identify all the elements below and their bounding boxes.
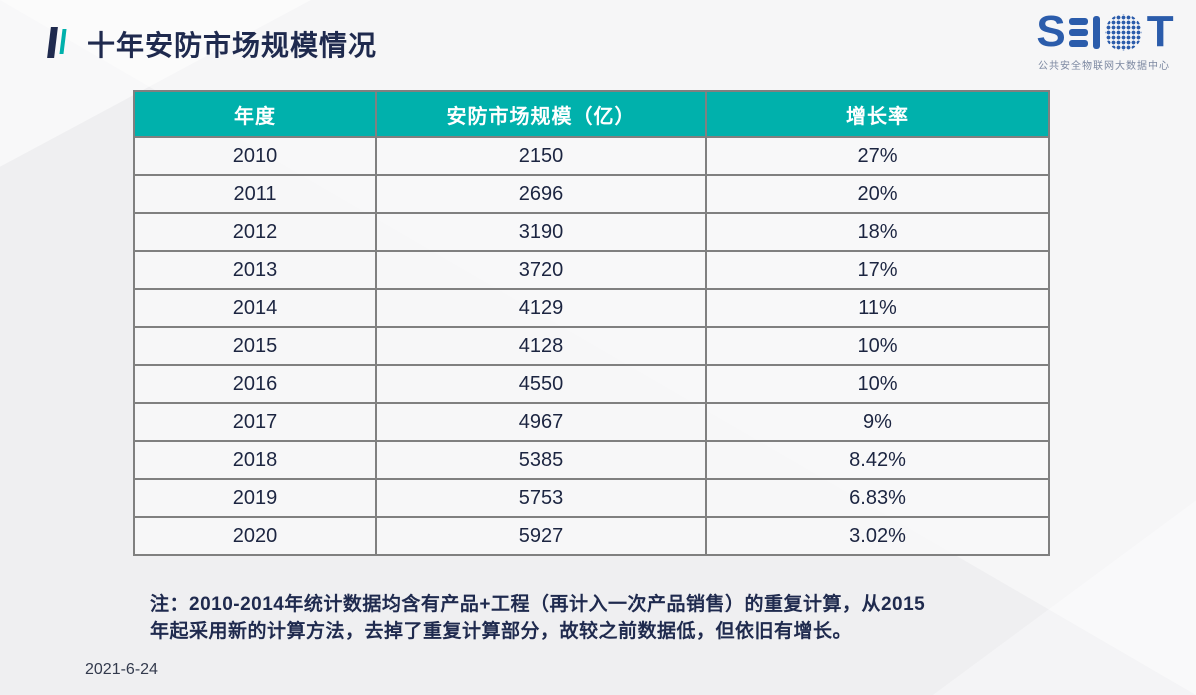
- growth-cell: 27%: [705, 136, 1050, 176]
- table-row: 2018 5385 8.42%: [133, 440, 1050, 480]
- scale-cell: 3720: [375, 250, 707, 290]
- seiot-logo: S T 公共安全物联网大数据中心: [1024, 10, 1184, 73]
- table-row: 2011 2696 20%: [133, 174, 1050, 214]
- table-row: 2014 4129 11%: [133, 288, 1050, 328]
- year-header: 年度: [133, 90, 377, 138]
- footnote-line1: 注：2010-2014年统计数据均含有产品+工程（再计入一次产品销售）的重复计算…: [150, 594, 926, 615]
- growth-cell: 10%: [705, 326, 1050, 366]
- table-row: 2015 4128 10%: [133, 326, 1050, 366]
- scale-cell: 3190: [375, 212, 707, 252]
- seiot-logo-wordmark: S T: [1024, 10, 1184, 54]
- table-body: 2010 2150 27% 2011 2696 20% 2012 3190 18% 2013 372…: [133, 136, 1050, 556]
- growth-cell: 10%: [705, 364, 1050, 404]
- table-row: 2010 2150 27%: [133, 136, 1050, 176]
- page-title: 十年安防市场规模情况: [87, 30, 378, 61]
- scale-cell: 4967: [375, 402, 707, 442]
- table-row: 2016 4550 10%: [133, 364, 1050, 404]
- year-cell: 2018: [133, 440, 377, 480]
- scale-cell: 2696: [375, 174, 707, 214]
- growth-cell: 11%: [705, 288, 1050, 328]
- title-mark-teal-bar: [59, 29, 67, 54]
- year-cell: 2010: [133, 136, 377, 176]
- year-cell: 2020: [133, 516, 377, 556]
- logo-globe-icon: [1104, 13, 1142, 51]
- scale-cell: 4128: [375, 326, 707, 366]
- logo-letter-s: S: [1036, 7, 1065, 56]
- year-cell: 2013: [133, 250, 377, 290]
- table-row: 2019 5753 6.83%: [133, 478, 1050, 518]
- year-cell: 2014: [133, 288, 377, 328]
- title-mark-navy-bar: [47, 27, 58, 58]
- scale-cell: 5753: [375, 478, 707, 518]
- scale-cell: 5385: [375, 440, 707, 480]
- growth-header: 增长率: [705, 90, 1050, 138]
- table-row: 2017 4967 9%: [133, 402, 1050, 442]
- footnote-line2: 年起采用新的计算方法，去掉了重复计算部分，故较之前数据低，但依旧有增长。: [150, 621, 853, 642]
- footnote: 注：2010-2014年统计数据均含有产品+工程（再计入一次产品销售）的重复计算…: [150, 591, 1040, 645]
- slide-date: 2021-6-24: [85, 661, 158, 678]
- scale-cell: 4129: [375, 288, 707, 328]
- year-cell: 2011: [133, 174, 377, 214]
- scale-cell: 4550: [375, 364, 707, 404]
- growth-cell: 8.42%: [705, 440, 1050, 480]
- scale-cell: 2150: [375, 136, 707, 176]
- year-cell: 2016: [133, 364, 377, 404]
- growth-cell: 6.83%: [705, 478, 1050, 518]
- year-cell: 2015: [133, 326, 377, 366]
- logo-caption: 公共安全物联网大数据中心: [1038, 61, 1170, 72]
- growth-cell: 17%: [705, 250, 1050, 290]
- scale-header: 安防市场规模（亿）: [375, 90, 707, 138]
- year-cell: 2019: [133, 478, 377, 518]
- table-row: 2013 3720 17%: [133, 250, 1050, 290]
- scale-cell: 5927: [375, 516, 707, 556]
- market-size-table: 年度 安防市场规模（亿） 增长率 2010 2150 27% 2011 2696 20% 201…: [133, 90, 1050, 556]
- logo-letter-i-bar: [1092, 15, 1100, 49]
- year-cell: 2017: [133, 402, 377, 442]
- table-row: 2012 3190 18%: [133, 212, 1050, 252]
- growth-cell: 20%: [705, 174, 1050, 214]
- growth-cell: 3.02%: [705, 516, 1050, 556]
- table-header-row: 年度 安防市场规模（亿） 增长率: [133, 90, 1050, 138]
- table-row: 2020 5927 3.02%: [133, 516, 1050, 556]
- growth-cell: 18%: [705, 212, 1050, 252]
- growth-cell: 9%: [705, 402, 1050, 442]
- logo-letter-e-bars: [1068, 17, 1088, 47]
- year-cell: 2012: [133, 212, 377, 252]
- logo-letter-t: T: [1146, 7, 1174, 56]
- title-quote-mark-icon: [47, 27, 67, 58]
